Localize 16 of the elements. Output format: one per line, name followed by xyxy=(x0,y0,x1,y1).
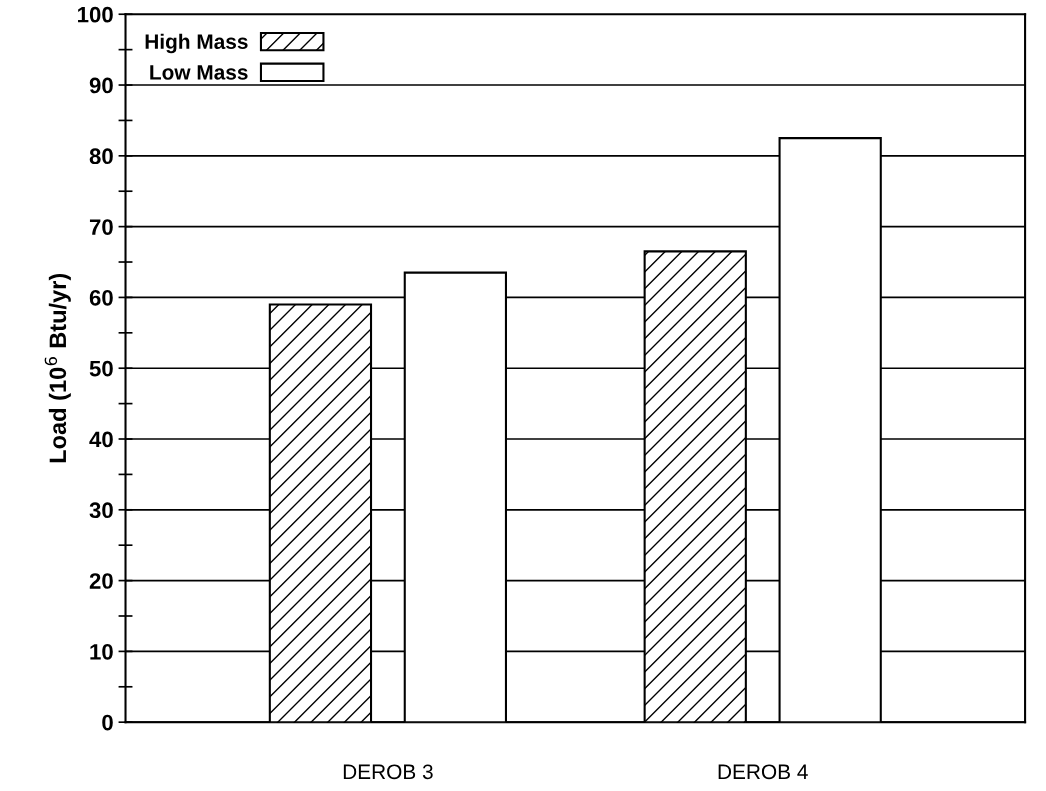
y-tick-label: 10 xyxy=(90,643,113,660)
y-axis-title: Load (10$^{6}$ Btu/yr) xyxy=(44,273,71,463)
y-tick-label: 70 xyxy=(89,219,113,235)
y-tick-label: 90 xyxy=(89,77,113,94)
y-tick-label: 60 xyxy=(89,289,113,306)
y-tick-label: 80 xyxy=(89,148,113,165)
y-tick-label: 30 xyxy=(89,502,113,519)
y-tick-label: 0 xyxy=(102,714,113,731)
x-tick-label: DEROB 3 xyxy=(343,764,433,780)
legend-label: Low Mass xyxy=(150,65,248,80)
y-tick-label: 20 xyxy=(89,573,113,589)
legend-label: High Mass xyxy=(145,33,248,54)
x-tick-label: DEROB 4 xyxy=(718,764,808,780)
y-tick-label: 50 xyxy=(89,360,113,377)
y-tick-label: 100 xyxy=(78,6,113,23)
y-tick-label: 40 xyxy=(89,431,113,448)
